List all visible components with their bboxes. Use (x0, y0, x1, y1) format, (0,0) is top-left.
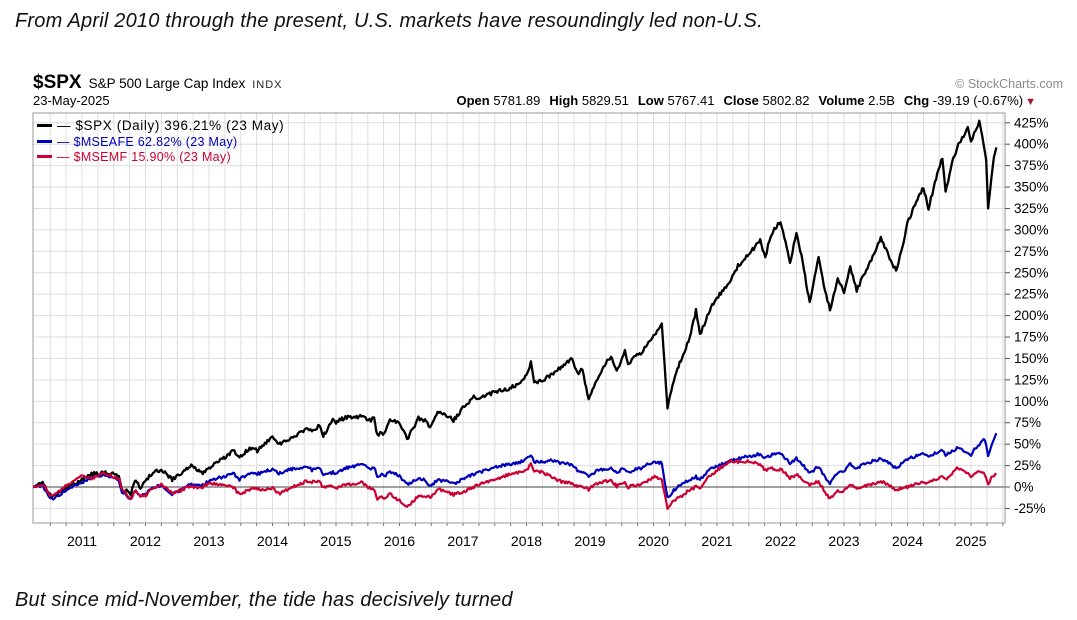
svg-text:2018: 2018 (511, 533, 542, 549)
ticker-name: S&P 500 Large Cap Index (88, 76, 246, 91)
high-field: High 5829.51 (549, 93, 629, 108)
svg-text:2023: 2023 (828, 533, 859, 549)
svg-text:175%: 175% (1014, 330, 1049, 345)
svg-text:400%: 400% (1014, 137, 1049, 152)
svg-text:0%: 0% (1014, 480, 1034, 495)
svg-text:2011: 2011 (67, 533, 97, 549)
close-field: Close 5802.82 (723, 93, 810, 108)
svg-text:425%: 425% (1014, 115, 1049, 130)
stockcharts-credit: © StockCharts.com (955, 77, 1063, 91)
svg-text:300%: 300% (1014, 222, 1049, 237)
mseafe-line-swatch (37, 140, 52, 143)
plot-legend: — $SPX (Daily) 396.21% (23 May) — $MSEAF… (37, 117, 284, 164)
caption-bottom: But since mid-November, the tide has dec… (15, 589, 513, 611)
svg-text:275%: 275% (1014, 244, 1049, 259)
svg-text:2013: 2013 (193, 533, 224, 549)
quote-date: 23-May-2025 (33, 93, 110, 108)
svg-text:2024: 2024 (892, 533, 923, 549)
svg-text:2021: 2021 (701, 533, 732, 549)
svg-text:2016: 2016 (384, 533, 415, 549)
volume-field: Volume 2.5B (818, 93, 895, 108)
legend-item-mseafe: — $MSEAFE 62.82% (23 May) (37, 134, 284, 149)
svg-text:2015: 2015 (320, 533, 351, 549)
svg-text:2017: 2017 (447, 533, 478, 549)
svg-text:375%: 375% (1014, 158, 1049, 173)
svg-text:50%: 50% (1014, 437, 1041, 452)
svg-text:2025: 2025 (955, 533, 986, 549)
legend-item-msemf: — $MSEMF 15.90% (23 May) (37, 149, 284, 164)
svg-text:225%: 225% (1014, 287, 1049, 302)
svg-text:200%: 200% (1014, 308, 1049, 323)
legend-label: — $MSEAFE 62.82% (23 May) (57, 134, 238, 149)
chart-header: $SPX S&P 500 Large Cap Index INDX © Stoc… (33, 72, 1063, 93)
svg-text:-25%: -25% (1014, 501, 1046, 516)
ohlc-fields: Open 5781.89 High 5829.51 Low 5767.41 Cl… (456, 93, 1036, 108)
legend-label: — $SPX (Daily) 396.21% (23 May) (57, 118, 285, 133)
legend-label: — $MSEMF 15.90% (23 May) (57, 149, 231, 164)
stockcharts-chart: $SPX S&P 500 Large Cap Index INDX © Stoc… (28, 70, 1068, 565)
svg-text:2012: 2012 (130, 533, 161, 549)
msemf-line-swatch (37, 155, 52, 158)
svg-text:125%: 125% (1014, 372, 1049, 387)
quote-row: 23-May-2025 Open 5781.89 High 5829.51 Lo… (33, 93, 1036, 109)
change-field: Chg -39.19 (-0.67%) ▼ (903, 93, 1036, 108)
price-plot: 425% 400% 375% 350% 325% 300% 275% 250% 225% 200%… (32, 112, 1049, 549)
svg-text:350%: 350% (1014, 180, 1049, 195)
triangle-down-icon: ▼ (1025, 96, 1036, 108)
svg-text:150%: 150% (1014, 351, 1049, 366)
low-field: Low 5767.41 (637, 93, 715, 108)
svg-text:100%: 100% (1014, 394, 1049, 409)
svg-text:250%: 250% (1014, 265, 1049, 280)
svg-text:2019: 2019 (574, 533, 605, 549)
svg-text:2022: 2022 (765, 533, 796, 549)
open-field: Open 5781.89 (456, 93, 541, 108)
svg-text:325%: 325% (1014, 201, 1049, 216)
svg-text:2020: 2020 (638, 533, 669, 549)
svg-text:75%: 75% (1014, 415, 1041, 430)
caption-top: From April 2010 through the present, U.S… (15, 10, 763, 32)
spx-line-swatch (37, 124, 52, 127)
svg-text:2014: 2014 (257, 533, 288, 549)
svg-text:25%: 25% (1014, 458, 1041, 473)
legend-item-spx: — $SPX (Daily) 396.21% (23 May) (37, 117, 284, 134)
ticker-symbol: $SPX (33, 72, 82, 93)
ticker-exchange: INDX (252, 79, 283, 91)
